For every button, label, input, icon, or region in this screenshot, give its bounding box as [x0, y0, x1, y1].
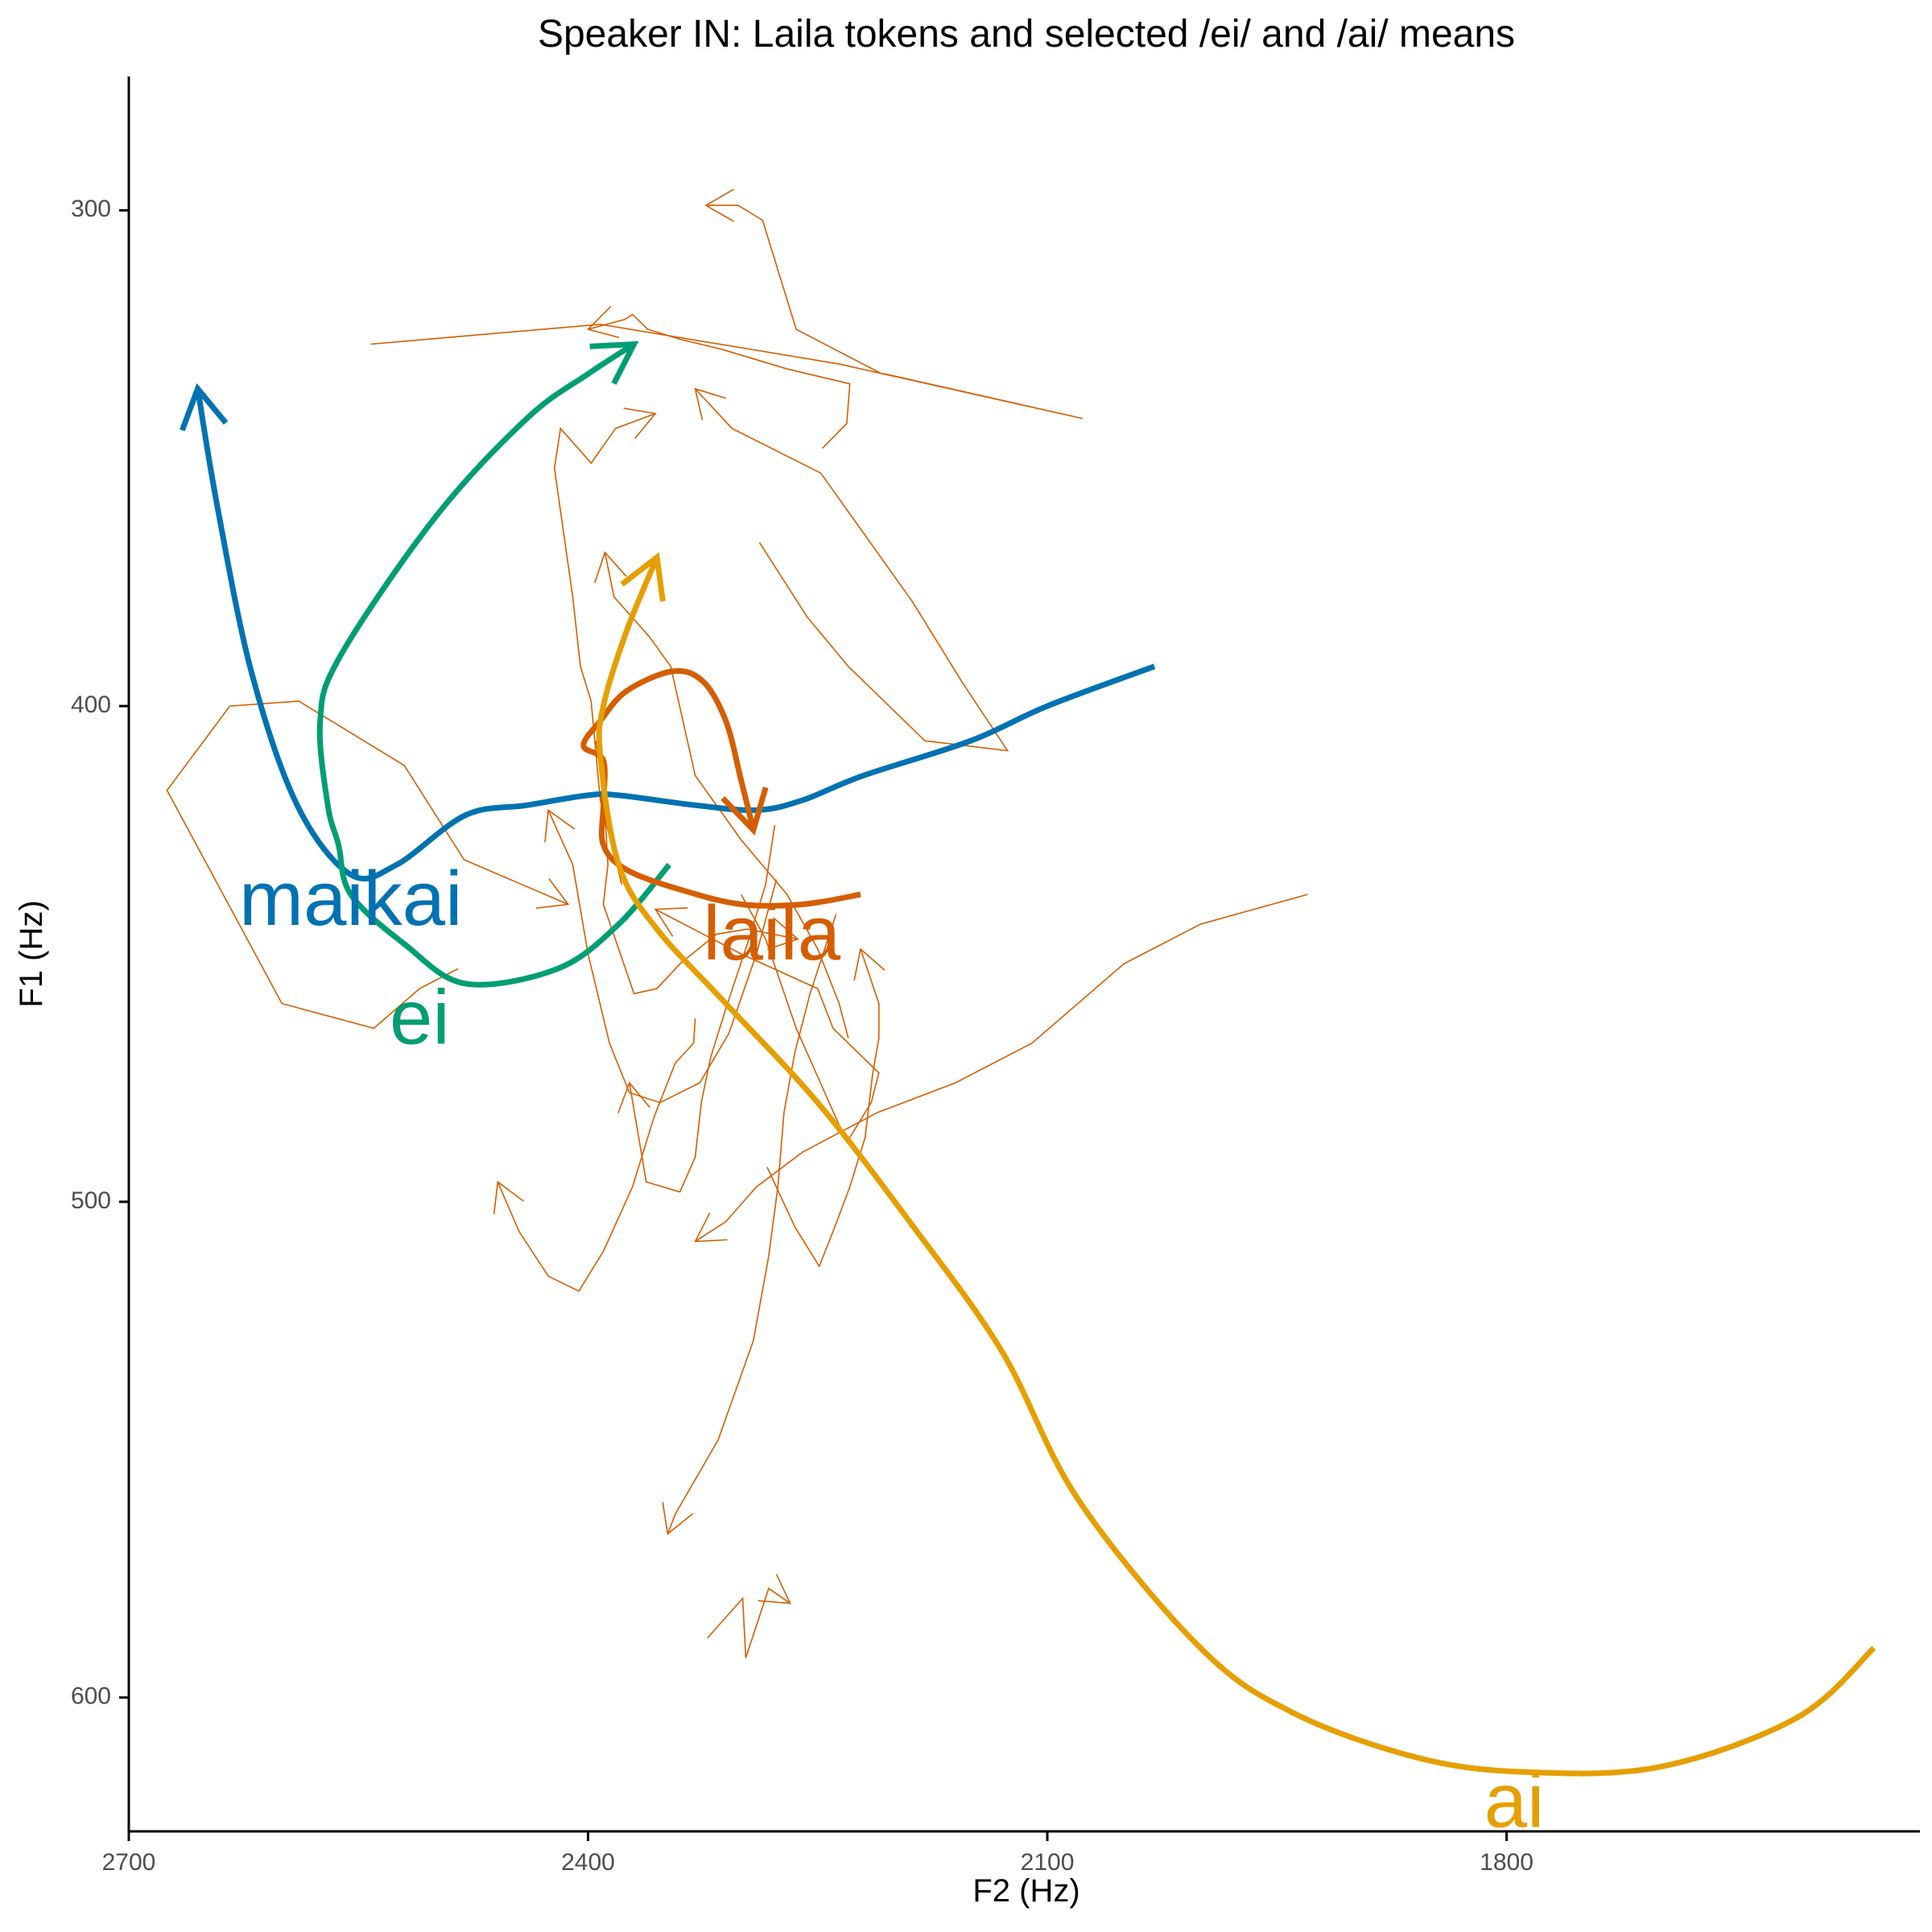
token-arrowhead-13 [662, 1501, 694, 1536]
series-line-maikai [195, 388, 1156, 882]
x-tick-label-1800: 1800 [1480, 1849, 1534, 1876]
token-trajectory-7 [595, 741, 799, 995]
token-arrowhead-7 [766, 917, 799, 951]
token-trajectory-9 [588, 313, 851, 449]
y-axis-ticks: 300 400 500 600 [71, 196, 129, 1710]
token-trajectory-10 [547, 810, 778, 1104]
token-arrowhead-2 [535, 877, 570, 909]
series-arrowhead-laila [720, 786, 769, 836]
x-axis-label: F2 (Hz) [972, 1873, 1080, 1909]
x-tick-label-2400: 2400 [561, 1849, 615, 1876]
token-trajectory-5 [654, 894, 880, 1144]
trajectory-labels: maikai ei laila ai [239, 856, 1544, 1844]
series-label-ei: ei [390, 975, 450, 1061]
token-arrowhead-3 [704, 188, 734, 222]
y-tick-label-400: 400 [71, 691, 111, 718]
token-trajectory-15 [766, 948, 880, 1268]
token-arrowhead-15 [853, 947, 886, 981]
series-line-ei [316, 341, 671, 988]
chart-title: Speaker IN: Laila tokens and selected /e… [538, 13, 1515, 56]
token-trajectory-3 [370, 204, 1083, 419]
token-arrowhead-11 [758, 1574, 791, 1604]
token-arrowhead-14 [694, 1212, 728, 1243]
token-trajectory-13 [667, 914, 837, 1534]
token-trajectory-14 [695, 894, 1308, 1242]
token-arrowhead-8 [493, 1180, 524, 1215]
y-tick-label-600: 600 [71, 1683, 111, 1710]
token-arrowhead-9 [586, 306, 620, 339]
series-label-ai: ai [1484, 1758, 1545, 1844]
token-arrowhead-4 [694, 387, 727, 421]
series-arrowhead-ai [620, 551, 666, 602]
y-axis-label: F1 (Hz) [14, 900, 49, 1007]
token-arrowhead-12 [617, 1081, 650, 1113]
token-arrowhead-1 [623, 407, 657, 440]
series-arrowhead-ei [589, 341, 639, 386]
series-label-maikai: maikai [239, 856, 462, 942]
mean-trajectories [180, 341, 1876, 1777]
x-tick-label-2100: 2100 [1021, 1849, 1075, 1876]
x-axis-ticks: 2700 2400 2100 1800 [102, 1831, 1534, 1876]
series-label-laila: laila [703, 890, 840, 976]
token-trajectory-12 [629, 824, 776, 1193]
token-trajectories [166, 188, 1308, 1658]
y-tick-label-300: 300 [71, 196, 111, 222]
token-trajectory-2 [166, 700, 569, 1030]
series-line-laila [580, 668, 861, 909]
token-trajectory-4 [695, 388, 1009, 752]
token-arrowhead-6 [594, 551, 627, 584]
token-arrowhead-5 [654, 907, 688, 937]
y-tick-label-500: 500 [71, 1187, 111, 1214]
token-trajectory-8 [497, 1018, 696, 1292]
series-arrowhead-maikai [180, 383, 229, 431]
token-arrowhead-10 [544, 808, 575, 843]
x-tick-label-2700: 2700 [102, 1849, 156, 1876]
token-trajectory-11 [707, 1587, 791, 1658]
series-line-ai [596, 555, 1876, 1777]
